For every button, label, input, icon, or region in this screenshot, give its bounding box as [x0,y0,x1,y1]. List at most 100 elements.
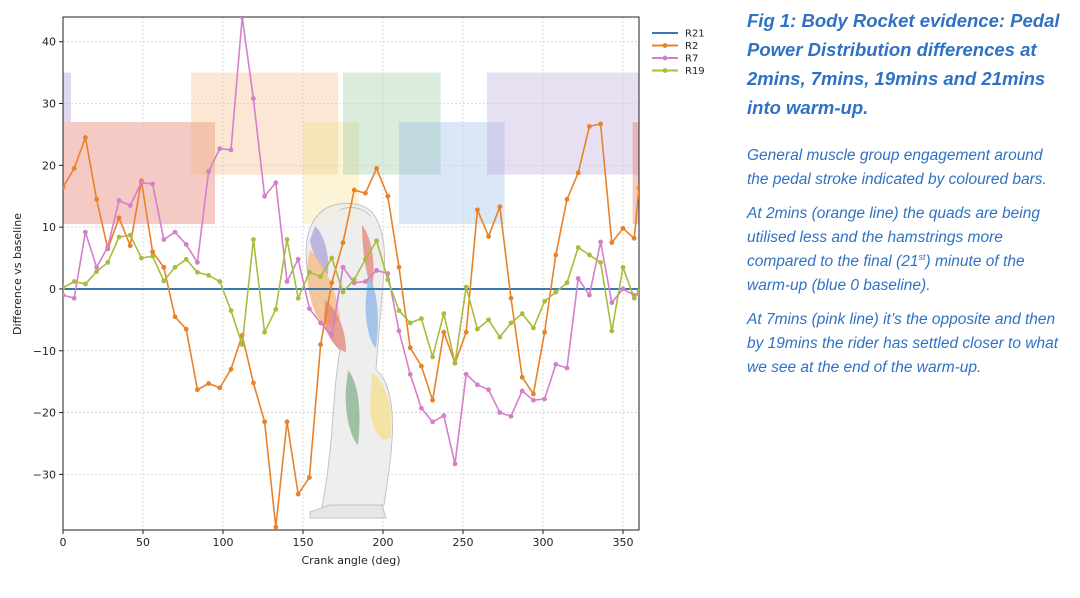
axes-frame [62,16,640,531]
point-r7 [217,146,223,152]
point-r2 [228,366,234,372]
y-tick-label: −20 [33,407,56,420]
chart: 0 50 100 150 200 250 300 350−30−20−10010203040 … [11,16,705,567]
caption-paragraph-3: At 7mins (pink line) it’s the opposite a… [747,311,1059,376]
point-r19 [161,278,167,284]
point-r2 [542,329,547,335]
point-r19 [385,277,391,283]
point-r7 [251,96,256,101]
point-r2 [150,249,156,255]
point-r2 [396,264,402,270]
point-r19 [105,259,111,265]
caption-paragraph-1: General muscle group engagement around t… [747,147,1047,188]
x-tick-label: 100 [213,536,234,549]
point-r7 [340,264,346,270]
point-r7 [609,300,615,305]
point-r7 [374,268,379,273]
point-r2 [295,491,301,497]
point-r7 [273,180,279,186]
point-r2 [195,387,200,393]
point-r19 [318,274,323,279]
point-r2 [183,326,189,332]
point-r7 [598,239,603,245]
point-r2 [385,193,391,199]
point-r7 [83,229,88,235]
point-r7 [441,413,447,419]
y-tick-label: 10 [42,221,56,234]
x-tick-label: 300 [533,536,554,549]
caption-paragraph-2-text-a: At 2mins (orange line) the quads are bei… [747,205,1040,270]
y-tick-label: 0 [49,283,56,296]
figure-title: Fig 1: Body Rocket evidence: Pedal Power… [747,10,1060,118]
point-r2 [564,196,570,202]
point-r19 [228,308,234,313]
point-r19 [508,320,514,326]
point-r2 [172,314,178,320]
point-r7 [161,237,167,242]
x-axis-label: Crank angle (deg) [301,554,400,567]
point-r7 [396,328,402,334]
point-r7 [183,242,189,247]
point-r19 [531,325,536,331]
plot-border [62,16,640,531]
point-r19 [430,354,435,360]
point-r2 [284,419,290,425]
point-r19 [631,295,637,301]
point-r7 [419,405,424,411]
point-r7 [329,332,335,338]
point-r7 [116,198,122,203]
point-r2 [351,187,357,193]
point-r7 [542,396,547,402]
point-r2 [508,295,514,301]
point-r19 [150,253,156,259]
point-r19 [195,269,200,275]
point-r19 [83,281,88,287]
point-r19 [441,311,447,317]
y-tick-label: −30 [33,468,56,481]
point-r2 [71,166,77,171]
point-r19 [71,279,77,284]
figure-caption: Fig 1: Body Rocket evidence: Pedal Power… [747,6,1065,390]
point-r2 [217,385,223,391]
point-r19 [636,288,639,294]
point-r2 [374,166,379,171]
caption-paragraph-2-text-b: ) minute of the warm-up (blue 0 baseline… [747,253,1025,294]
point-r19 [396,308,402,313]
point-r19 [217,279,223,284]
legend-label-r7: R7 [685,54,698,65]
x-tick-label: 150 [293,536,314,549]
legend-marker-r7 [662,55,668,61]
point-r19 [262,329,267,335]
x-tick-label: 200 [373,536,394,549]
point-r19 [94,269,99,275]
y-tick-label: 30 [42,98,56,111]
point-r2 [206,381,212,386]
point-r2 [329,280,335,286]
point-r7 [63,292,66,298]
muscle-band-6 [487,72,639,175]
point-r7 [452,461,458,467]
point-r2 [127,243,133,249]
point-r7 [531,397,536,403]
muscle-band-1 [63,72,71,123]
point-r2 [486,234,491,239]
point-r19 [273,306,279,312]
point-r7 [564,365,570,371]
point-r7 [430,419,435,425]
point-r2 [575,170,581,176]
legend-marker-r2 [662,43,668,48]
point-r19 [475,326,480,332]
point-r19 [351,277,357,283]
point-r19 [340,289,346,295]
point-r7 [587,292,592,298]
point-r2 [340,240,346,245]
point-r19 [620,264,626,270]
x-tick-label: 50 [136,536,150,549]
point-r7 [575,276,581,281]
caption-paragraph-2-superscript: st [918,251,926,262]
point-r19 [575,245,581,250]
legend-label-r2: R2 [685,41,698,52]
point-r2 [251,380,256,386]
point-r2 [63,184,66,190]
